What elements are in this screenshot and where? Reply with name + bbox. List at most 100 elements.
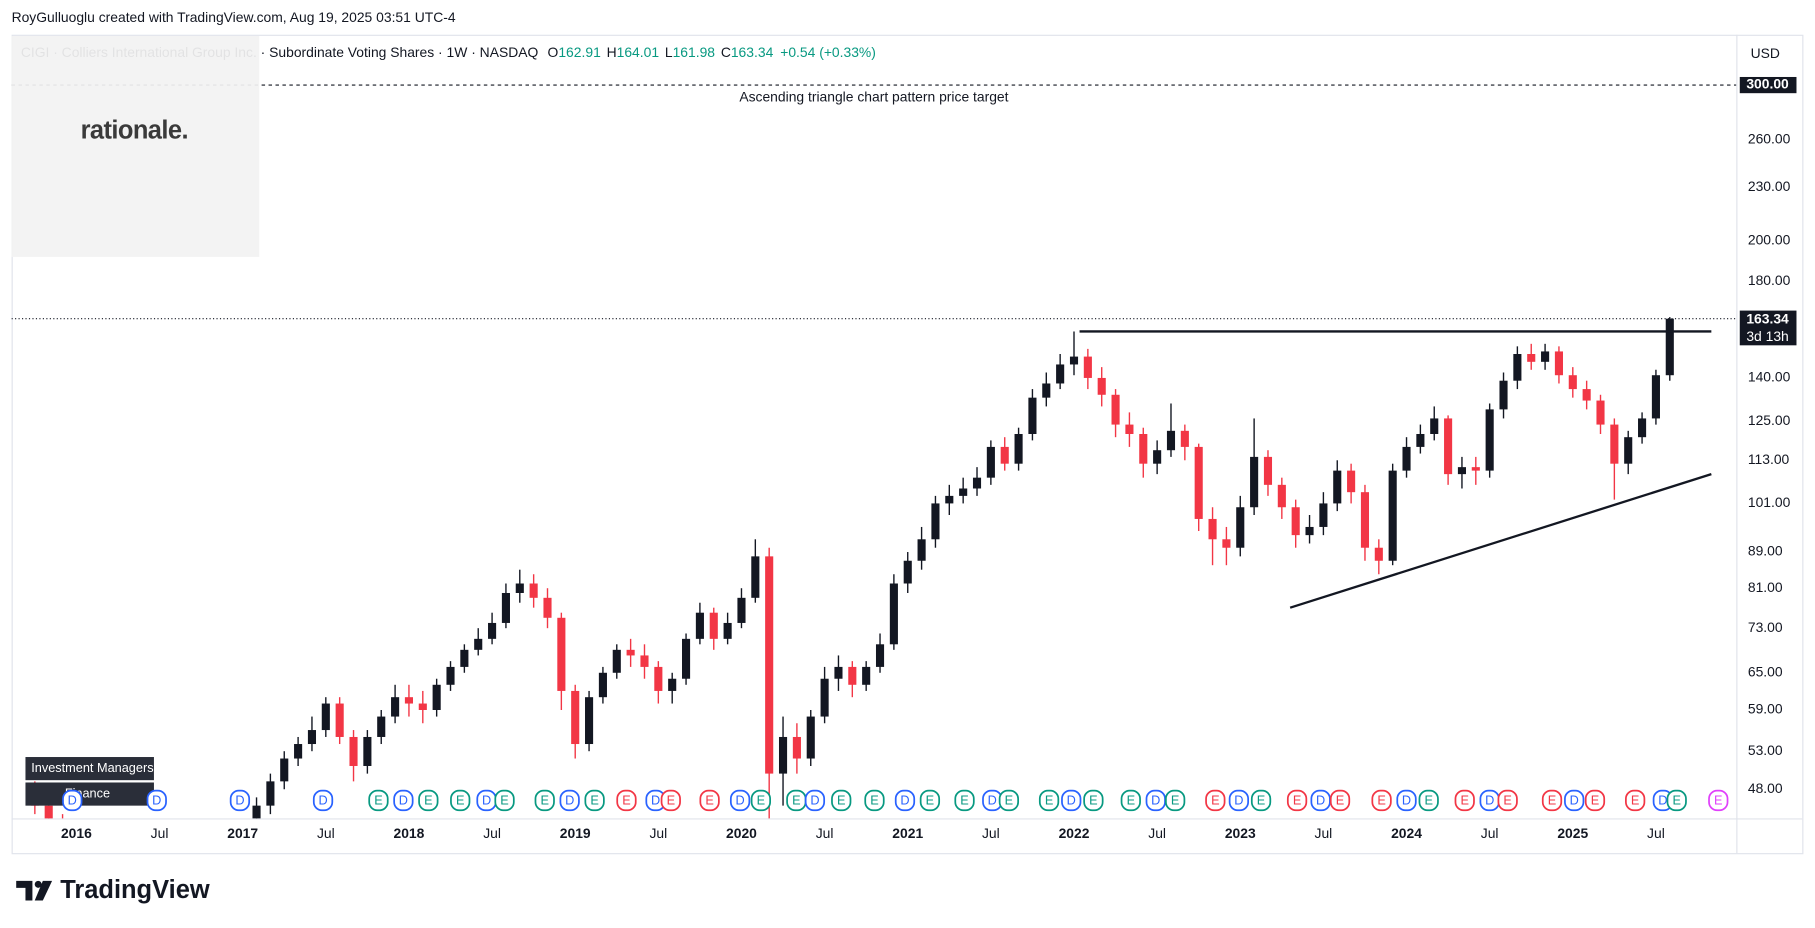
candle-body [1388,470,1397,561]
last-price-label: 163.34 [1746,311,1789,327]
brand: TradingView [60,876,210,904]
candle-body [875,644,885,667]
candle-body [1416,433,1425,447]
event-label: E [456,792,464,807]
chart-frame [11,34,1804,855]
candle-body [1374,547,1383,561]
brand-icon [16,880,33,901]
x-tick-label: Jul [1148,825,1166,841]
event-badge [393,789,414,812]
candle-body [792,736,801,759]
candle-body [1056,364,1065,384]
candle-body [1527,354,1536,362]
candle-body [778,736,788,774]
event-label: D [651,792,660,807]
event-badge [804,789,826,812]
event-badge [1310,789,1331,812]
candle-body [1582,389,1591,401]
candle-body [1042,383,1051,398]
candle-body [1153,450,1162,464]
logo-box [11,35,260,257]
logo-text: rationale. [81,117,188,145]
target-price-label: 300.00 [1746,76,1789,92]
x-tick-label: Jul [649,825,667,841]
candle-body [765,556,774,774]
candle-body [626,649,635,656]
event-label: D [1234,792,1243,807]
y-tick-label: 65.00 [1748,663,1783,679]
event-badge [1541,789,1563,812]
event-label: D [1316,792,1325,807]
event-label: E [1714,792,1722,807]
ohlc-label: C [721,44,731,60]
candle-body [640,655,649,667]
candle-body [543,597,552,618]
candle-body [751,556,760,598]
candle-body [682,638,691,679]
event-badge [1286,789,1308,812]
sector-box [25,782,154,806]
candle-body [972,477,982,489]
event-badge [1418,789,1439,812]
event-badge [494,789,515,812]
candle-body [1444,418,1453,475]
candle-body [598,672,607,698]
y-tick-label: 125.00 [1748,412,1791,428]
event-label: D [810,792,819,807]
x-tick-label: Jul [816,825,834,841]
y-tick-label: 59.00 [1748,701,1783,717]
event-label: E [1045,792,1053,807]
y-tick-label: 101.00 [1748,494,1791,510]
event-label: D [1067,792,1076,807]
candle-body [349,736,358,766]
event-badge [699,789,720,812]
ohlc-value: 161.98 [673,44,716,60]
x-tick-label: 2019 [560,825,591,841]
candle-body [1513,354,1522,381]
brand-icon [34,880,53,901]
candle-body [488,622,497,639]
event-label: D [399,792,408,807]
event-badge [1165,789,1186,812]
event-label: E [374,792,382,807]
event-badge [368,789,389,812]
event-badge [831,789,852,812]
event-label: E [705,792,713,807]
x-tick-label: 2020 [726,825,757,841]
event-label: E [622,792,630,807]
candle-body [1624,437,1633,464]
event-label: D [1485,792,1494,807]
candle-body [668,678,677,691]
candle-body [585,697,594,745]
candle-body [474,638,483,650]
candle-body [501,592,510,623]
watermark: RoyGulluoglu created with TradingView.co… [12,9,456,25]
event-badge [1083,789,1104,812]
event-label: E [1377,792,1385,807]
candle-body [1180,430,1189,447]
candle-body [377,716,386,737]
countdown: 3d 13h [1746,328,1788,344]
event-badge [418,789,439,812]
candle-body [460,649,469,667]
candle-body [1665,318,1674,376]
event-label: E [1127,792,1135,807]
candle-body [557,617,566,691]
candle-body [931,503,940,540]
x-tick-label: 2023 [1225,825,1256,841]
candle-body [404,697,413,704]
candle-body [529,583,538,598]
event-label: E [757,792,765,807]
candle-body [418,703,427,710]
x-tick-label: Jul [1315,825,1333,841]
candle-body [321,703,330,731]
candle-body [1651,375,1660,419]
ohlc: O162.91 H164.01 L161.98 C163.34 [548,44,774,60]
x-tick-label: Jul [982,825,1000,841]
candle-body [307,730,317,745]
candle-body [1166,430,1176,451]
target-annotation: Ascending triangle chart pattern price t… [739,88,1008,104]
candle-body [806,716,815,759]
